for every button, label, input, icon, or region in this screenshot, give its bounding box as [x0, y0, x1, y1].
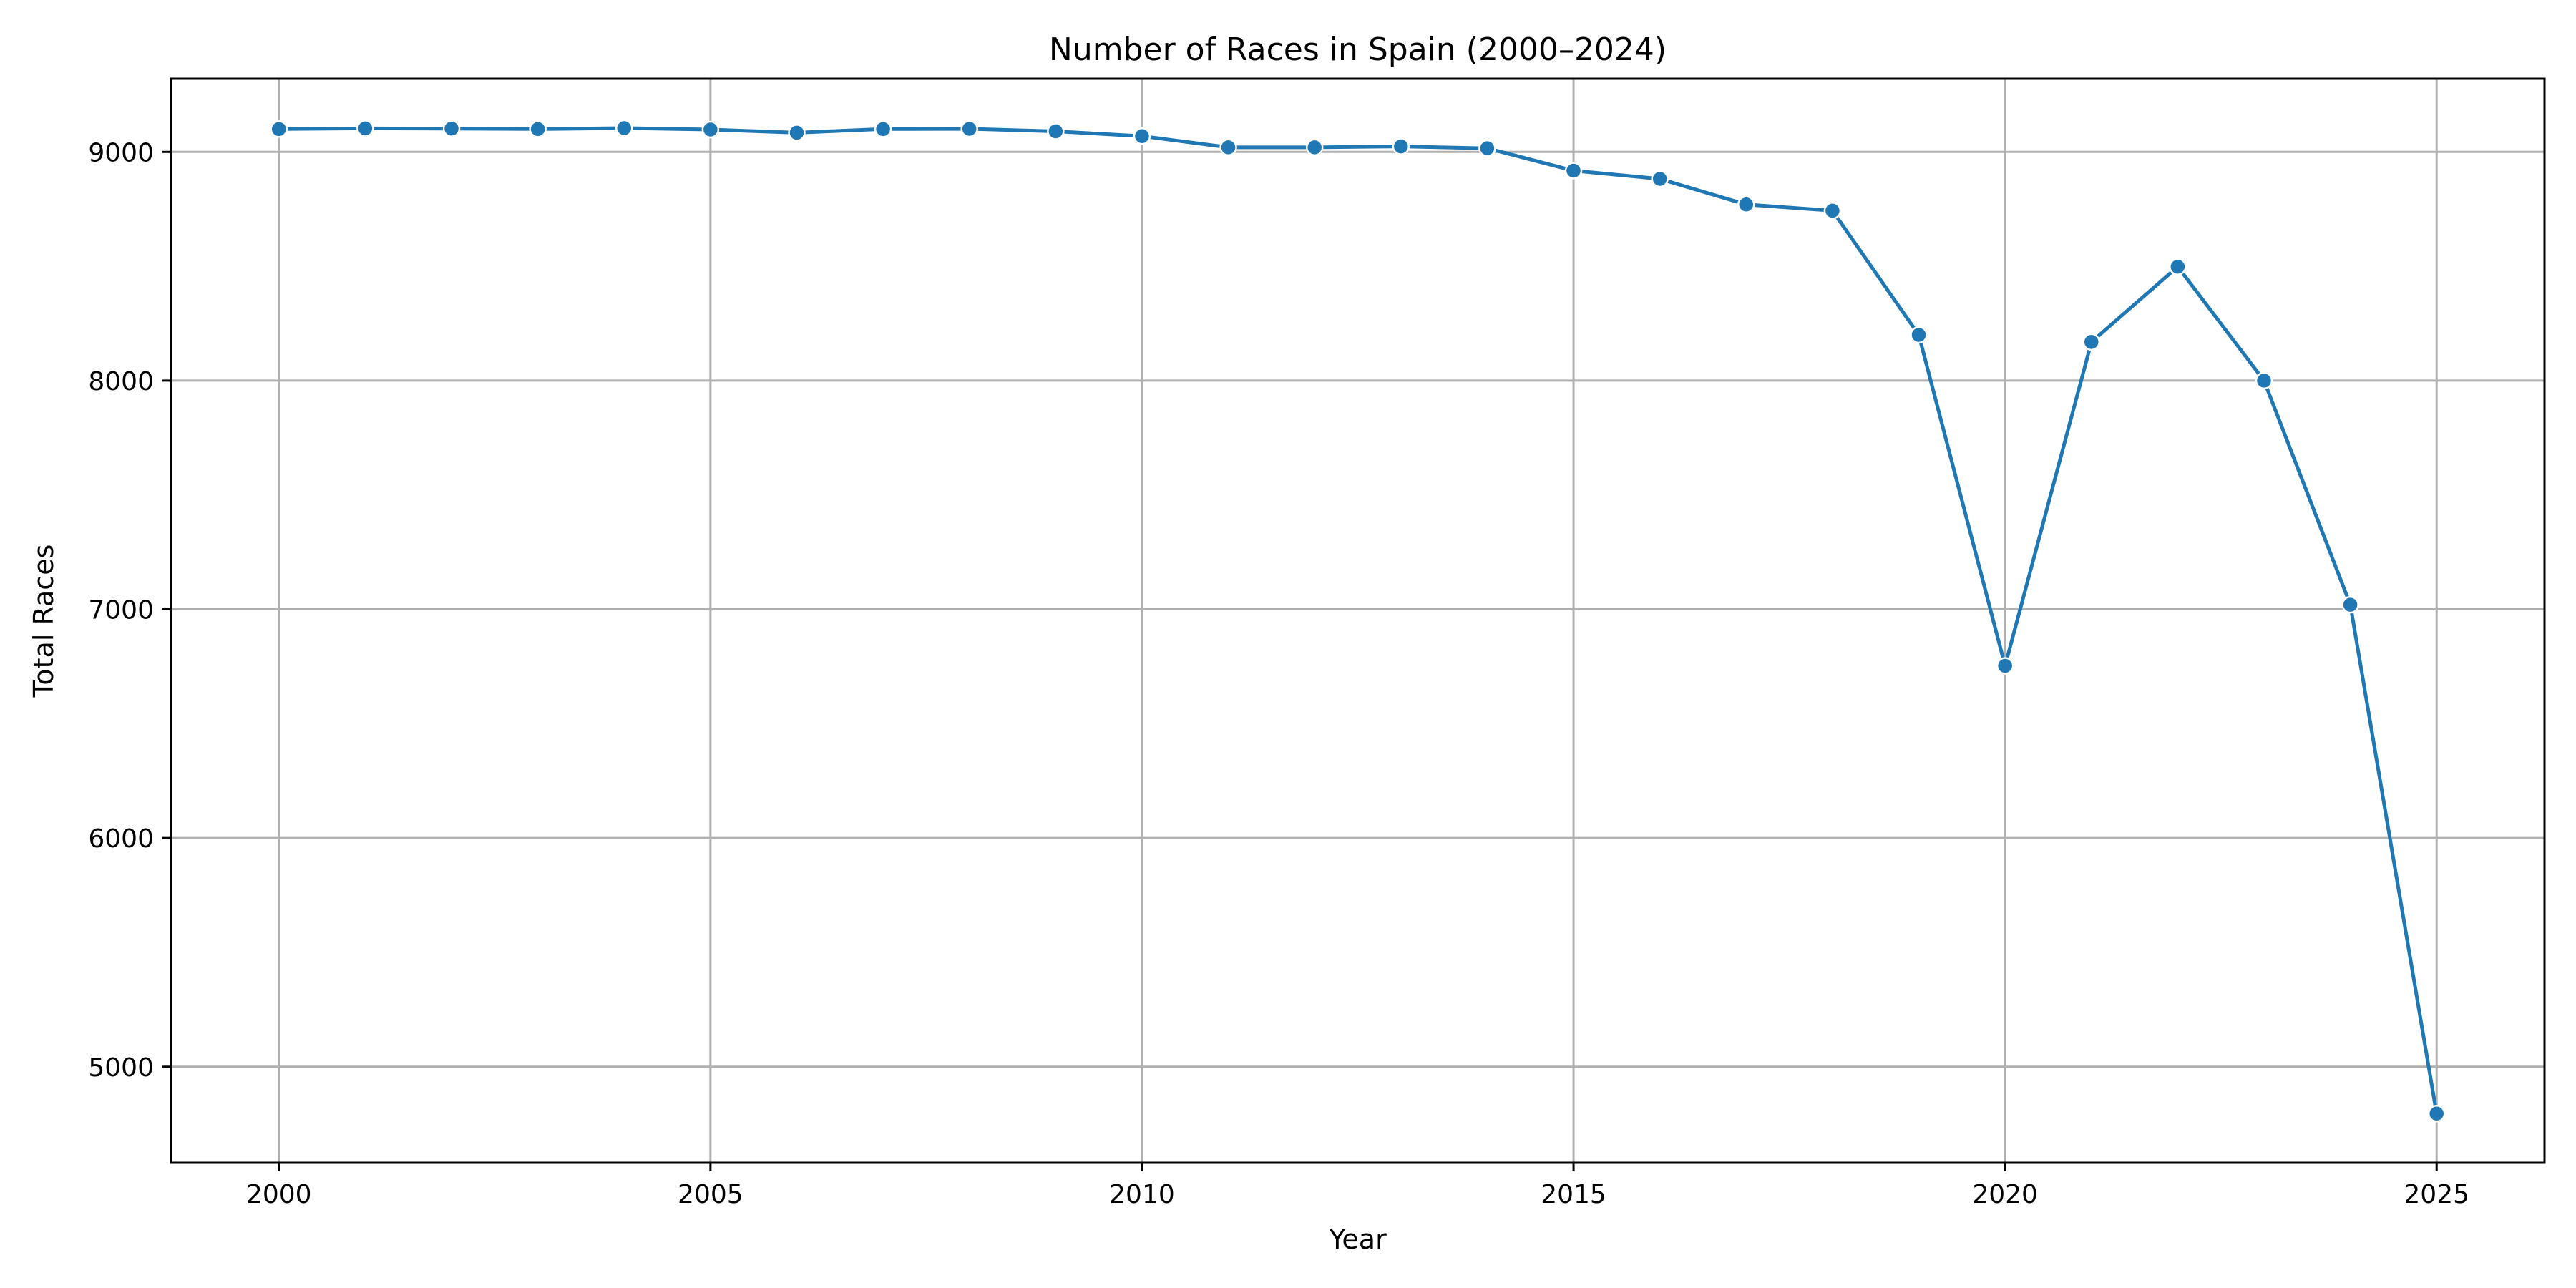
data-point [1047, 122, 1065, 140]
data-point [1392, 137, 1410, 155]
data-point [2169, 258, 2187, 275]
y-tick-label: 7000 [88, 596, 154, 625]
data-point [2255, 371, 2273, 390]
data-point [1305, 138, 1324, 157]
series-line [278, 126, 2439, 1114]
data-point [701, 120, 720, 139]
data-point [788, 124, 806, 142]
x-tick-label: 2005 [678, 1180, 743, 1209]
data-point [2427, 1105, 2446, 1123]
data-point [1651, 170, 1669, 188]
data-point [874, 120, 892, 138]
data-point [1133, 127, 1151, 145]
data-point [529, 120, 547, 138]
data-point [1737, 195, 1755, 214]
data-point [960, 119, 978, 138]
series-layer [270, 119, 2446, 1123]
data-point [270, 120, 288, 138]
data-point [2082, 333, 2101, 351]
data-point [442, 119, 461, 137]
chart-title: Number of Races in Spain (2000–2024) [1049, 31, 1667, 68]
grid-layer [171, 79, 2545, 1163]
x-axis-label: Year [1328, 1224, 1387, 1255]
data-point [1564, 162, 1583, 180]
x-tick-label: 2010 [1109, 1180, 1175, 1209]
y-tick-label: 8000 [88, 367, 154, 396]
x-tick-label: 2000 [246, 1180, 312, 1209]
y-axis-label: Total Races [28, 545, 59, 698]
data-point [1910, 326, 1928, 344]
x-tick-label: 2015 [1541, 1180, 1606, 1209]
data-point [1478, 139, 1496, 157]
data-point [356, 119, 374, 137]
x-tick-label: 2025 [2404, 1180, 2469, 1209]
y-tick-label: 6000 [88, 824, 154, 854]
data-point [1219, 138, 1237, 157]
data-point [1996, 657, 2014, 675]
x-tick-label: 2020 [1972, 1180, 2038, 1209]
data-point [615, 119, 633, 137]
y-tick-label: 5000 [88, 1053, 154, 1083]
y-tick-label: 9000 [88, 138, 154, 167]
plot-frame [170, 77, 2546, 1164]
data-point [2341, 595, 2359, 614]
data-point [1823, 202, 1842, 220]
tick-layer: 2000 2005 2010 2015 2020 2025 5000 6000 7000 8000… [88, 138, 2469, 1209]
